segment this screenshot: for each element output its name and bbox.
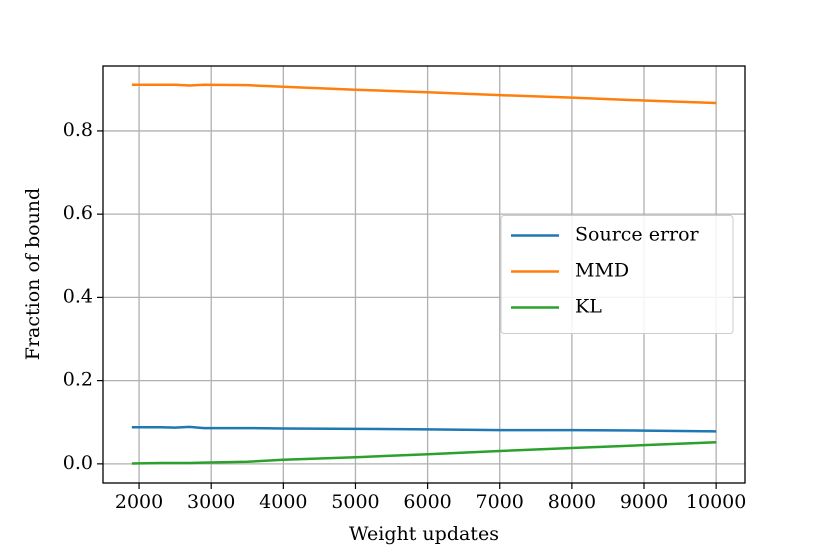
- y-axis-label: Fraction of bound: [22, 188, 44, 360]
- legend-label: MMD: [575, 260, 629, 282]
- y-tick-label: 0.2: [63, 369, 93, 391]
- x-tick-label: 3000: [187, 491, 235, 513]
- x-tick-label: 10000: [686, 491, 746, 513]
- x-tick-label: 9000: [620, 491, 668, 513]
- series-line: [131, 425, 717, 433]
- legend-label: Source error: [575, 224, 700, 246]
- x-tick-label: 2000: [115, 491, 163, 513]
- y-tick-label: 0.6: [63, 202, 93, 224]
- series-line: [131, 440, 717, 465]
- y-tick-label: 0.8: [63, 119, 93, 141]
- x-tick-label: 4000: [259, 491, 307, 513]
- y-tick-label: 0.4: [63, 285, 93, 307]
- legend-box: [500, 215, 734, 334]
- legend-label: KL: [575, 296, 602, 318]
- x-tick-label: 6000: [403, 491, 451, 513]
- series-line: [131, 83, 717, 105]
- plot-frame: [102, 65, 746, 484]
- x-axis-label: Weight updates: [349, 523, 499, 545]
- x-tick-label: 5000: [331, 491, 379, 513]
- y-tick-label: 0.0: [63, 452, 93, 474]
- x-tick-label: 8000: [548, 491, 596, 513]
- x-tick-label: 7000: [476, 491, 524, 513]
